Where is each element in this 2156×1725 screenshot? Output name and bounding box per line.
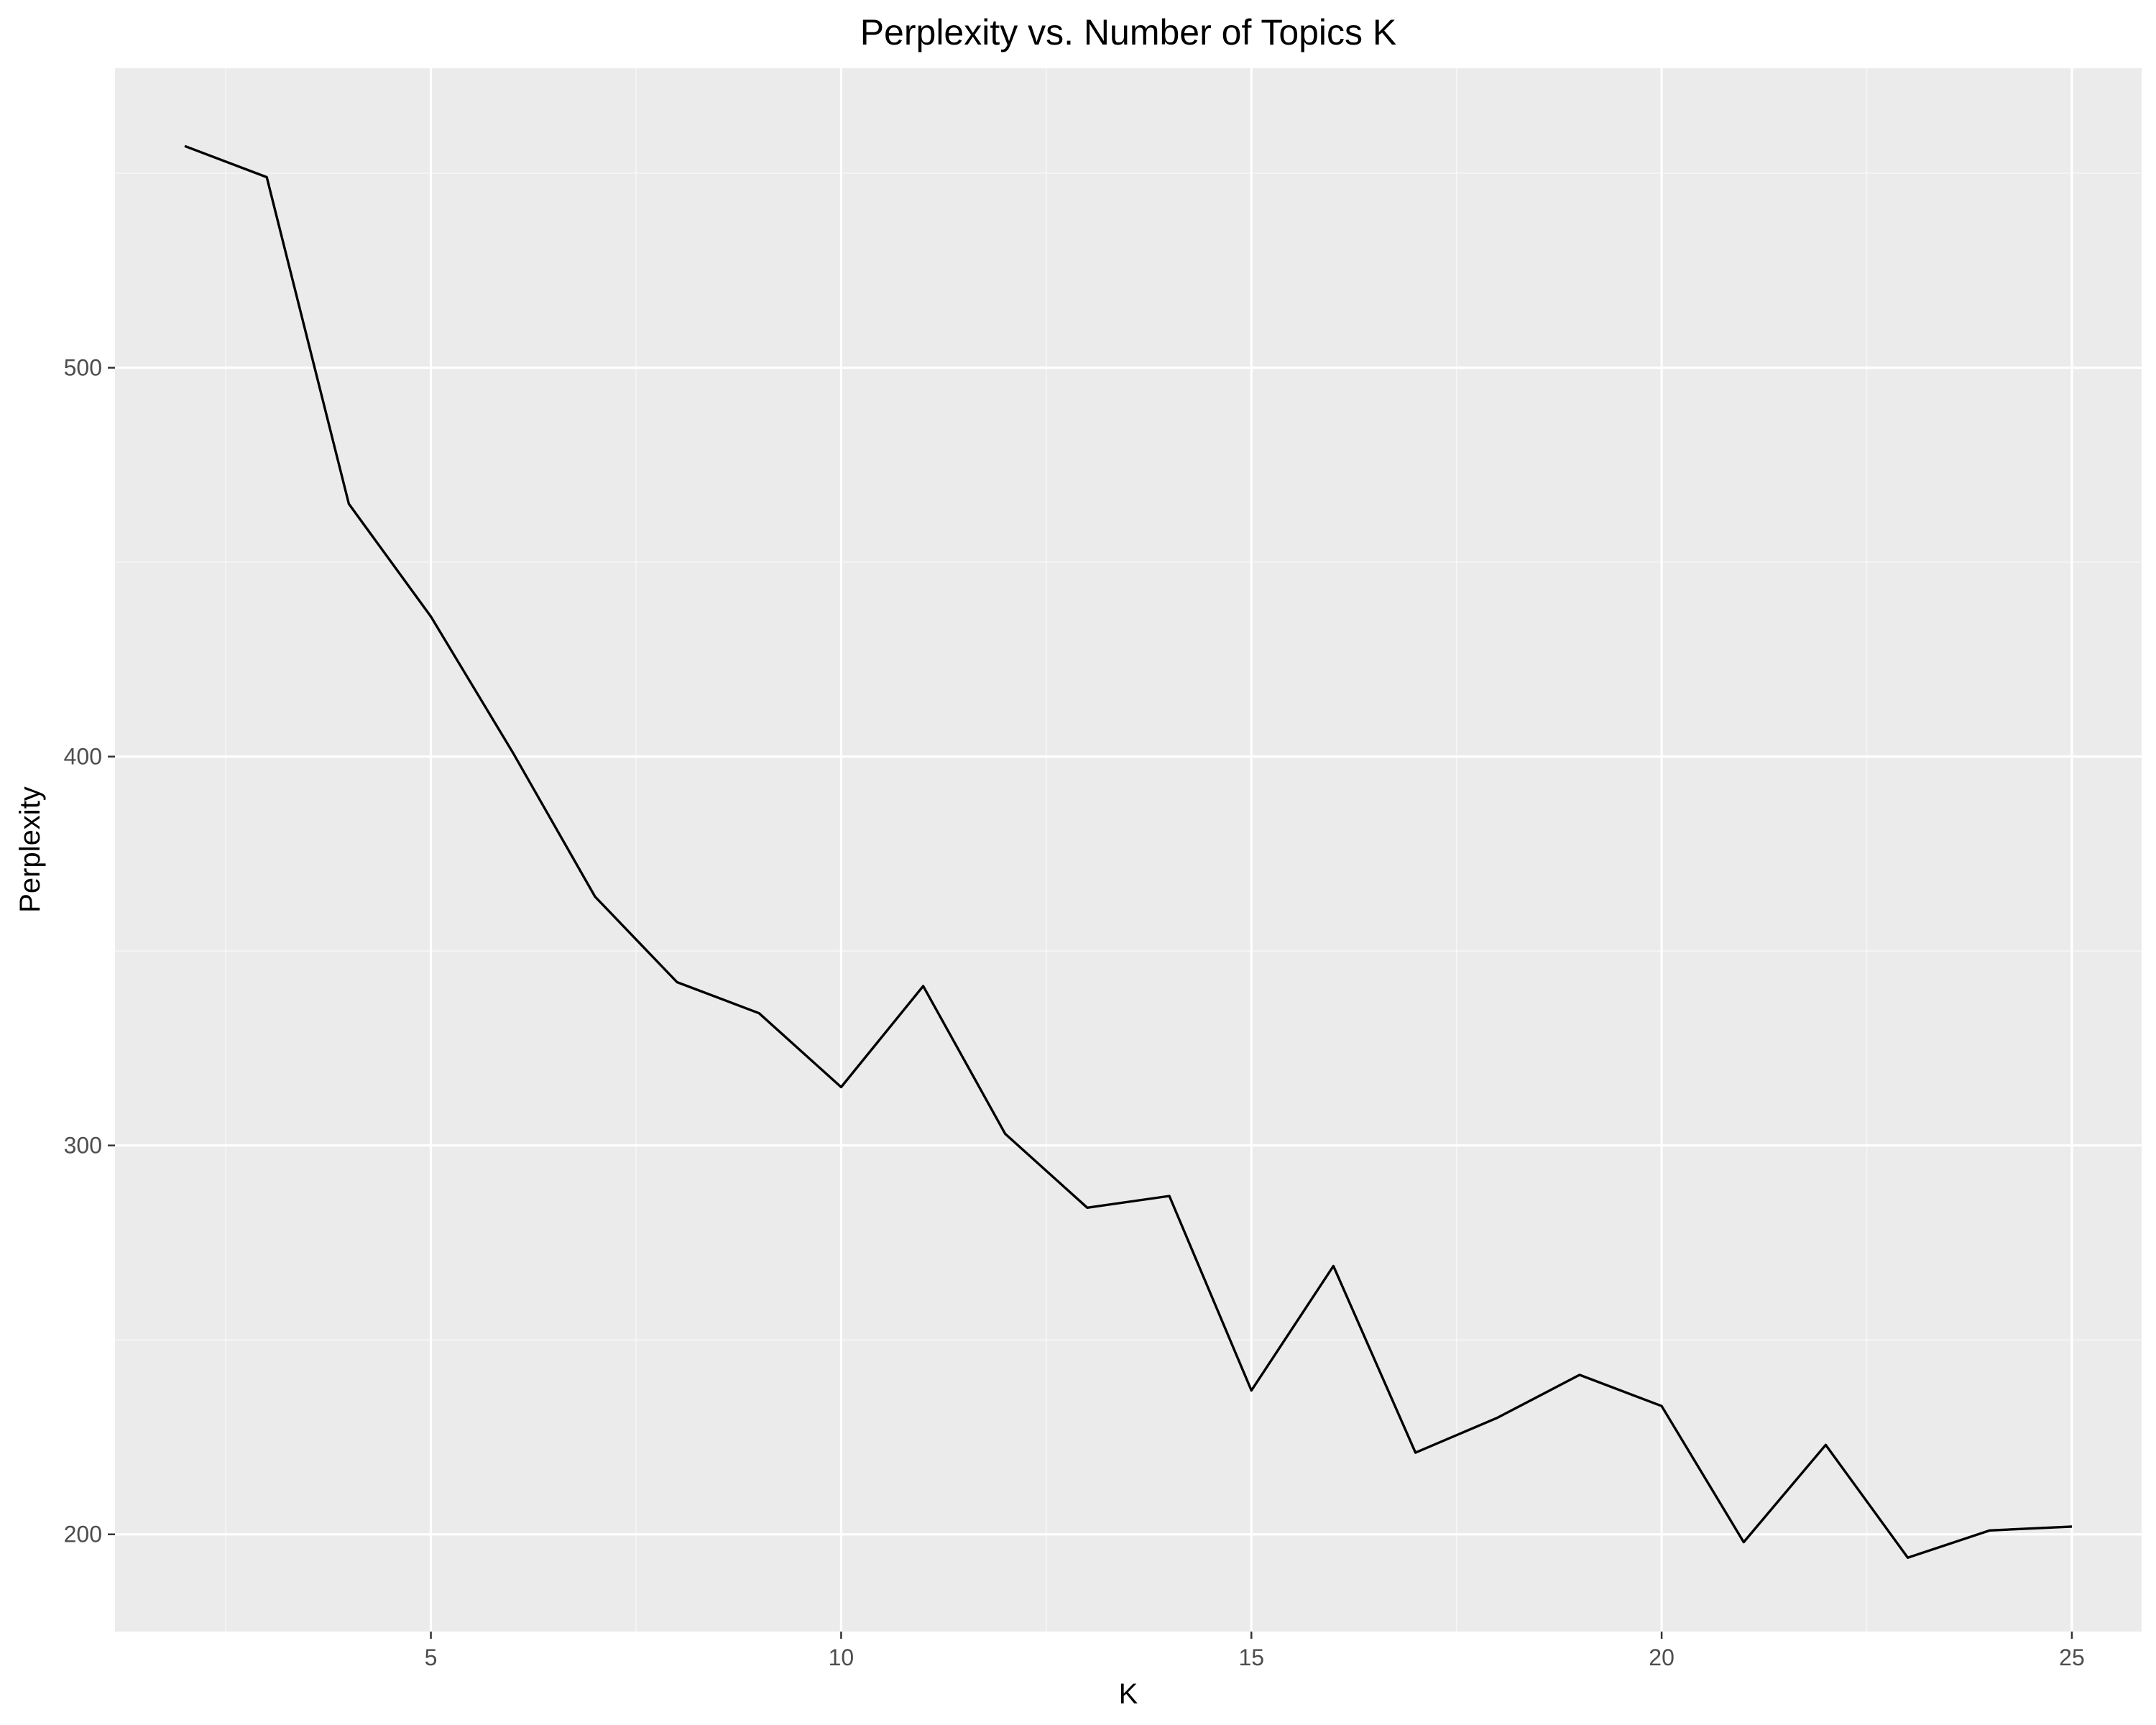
x-tick-label: 20 (1649, 1644, 1674, 1670)
y-tick-label: 200 (64, 1522, 102, 1547)
axis-ticks: 5 10 15 20 25 200 300 400 500 (64, 355, 2085, 1670)
plot-panel (115, 68, 2142, 1632)
series-layer (184, 144, 2073, 1559)
y-tick-label: 300 (64, 1133, 102, 1159)
x-tick-label: 15 (1238, 1644, 1264, 1670)
x-tick-label: 25 (2059, 1644, 2085, 1670)
x-axis-title: K (1119, 1678, 1138, 1710)
major-gridlines (115, 68, 2142, 1632)
x-tick-label: 10 (829, 1644, 854, 1670)
y-tick-label: 500 (64, 355, 102, 381)
series-line (184, 144, 2073, 1559)
x-tick-label: 5 (425, 1644, 438, 1670)
chart-title: Perplexity vs. Number of Topics K (860, 12, 1397, 52)
y-axis-title: Perplexity (14, 786, 46, 913)
y-tick-label: 400 (64, 744, 102, 770)
minor-gridlines (115, 68, 2142, 1632)
